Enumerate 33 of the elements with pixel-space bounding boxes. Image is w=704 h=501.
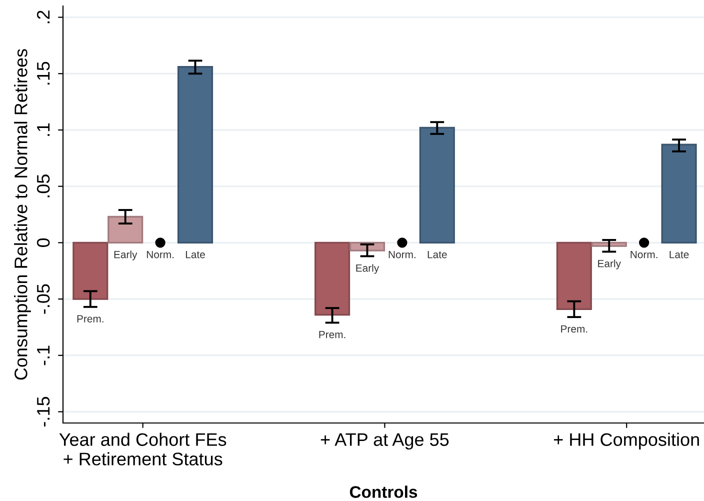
text: Early — [598, 260, 621, 270]
text: Late — [670, 250, 689, 258]
series-label: Late — [186, 250, 205, 258]
bar — [72, 242, 108, 300]
y-tick-label: 0 — [36, 238, 50, 247]
bar — [419, 126, 455, 244]
bar — [314, 242, 350, 316]
series-label: Early — [114, 250, 138, 260]
y-tick-label: -.15 — [37, 396, 50, 426]
bar — [177, 66, 214, 244]
y-tick-label: .05 — [36, 174, 50, 198]
y-tick-label: -.05 — [36, 284, 50, 314]
x-tick-label: + ATP at Age 55 — [320, 433, 449, 450]
bar — [556, 242, 592, 310]
text: Norm. — [146, 250, 174, 258]
series-label: Prem. — [561, 325, 588, 333]
text: Early — [356, 264, 380, 274]
text: Late — [428, 250, 447, 258]
x-axis-title: Controls — [350, 486, 418, 498]
x-tick-label: + HH Composition — [554, 432, 699, 450]
series-label: Norm. — [388, 250, 416, 258]
text: Norm. — [630, 250, 658, 258]
text: Prem. — [77, 315, 104, 322]
x-tick-label: Year and Cohort FEs + Retirement Status — [59, 432, 226, 466]
y-tick-label: -.1 — [37, 346, 50, 366]
bar — [591, 242, 627, 247]
bar — [661, 144, 697, 244]
y-tick-label: .1 — [37, 123, 50, 136]
y-tick-label: .2 — [36, 10, 50, 24]
bar — [108, 216, 144, 244]
y-tick-label: .15 — [37, 62, 50, 85]
text: Prem. — [319, 330, 346, 338]
y-axis-title: Consumption Relative to Normal Retirees — [14, 49, 31, 380]
